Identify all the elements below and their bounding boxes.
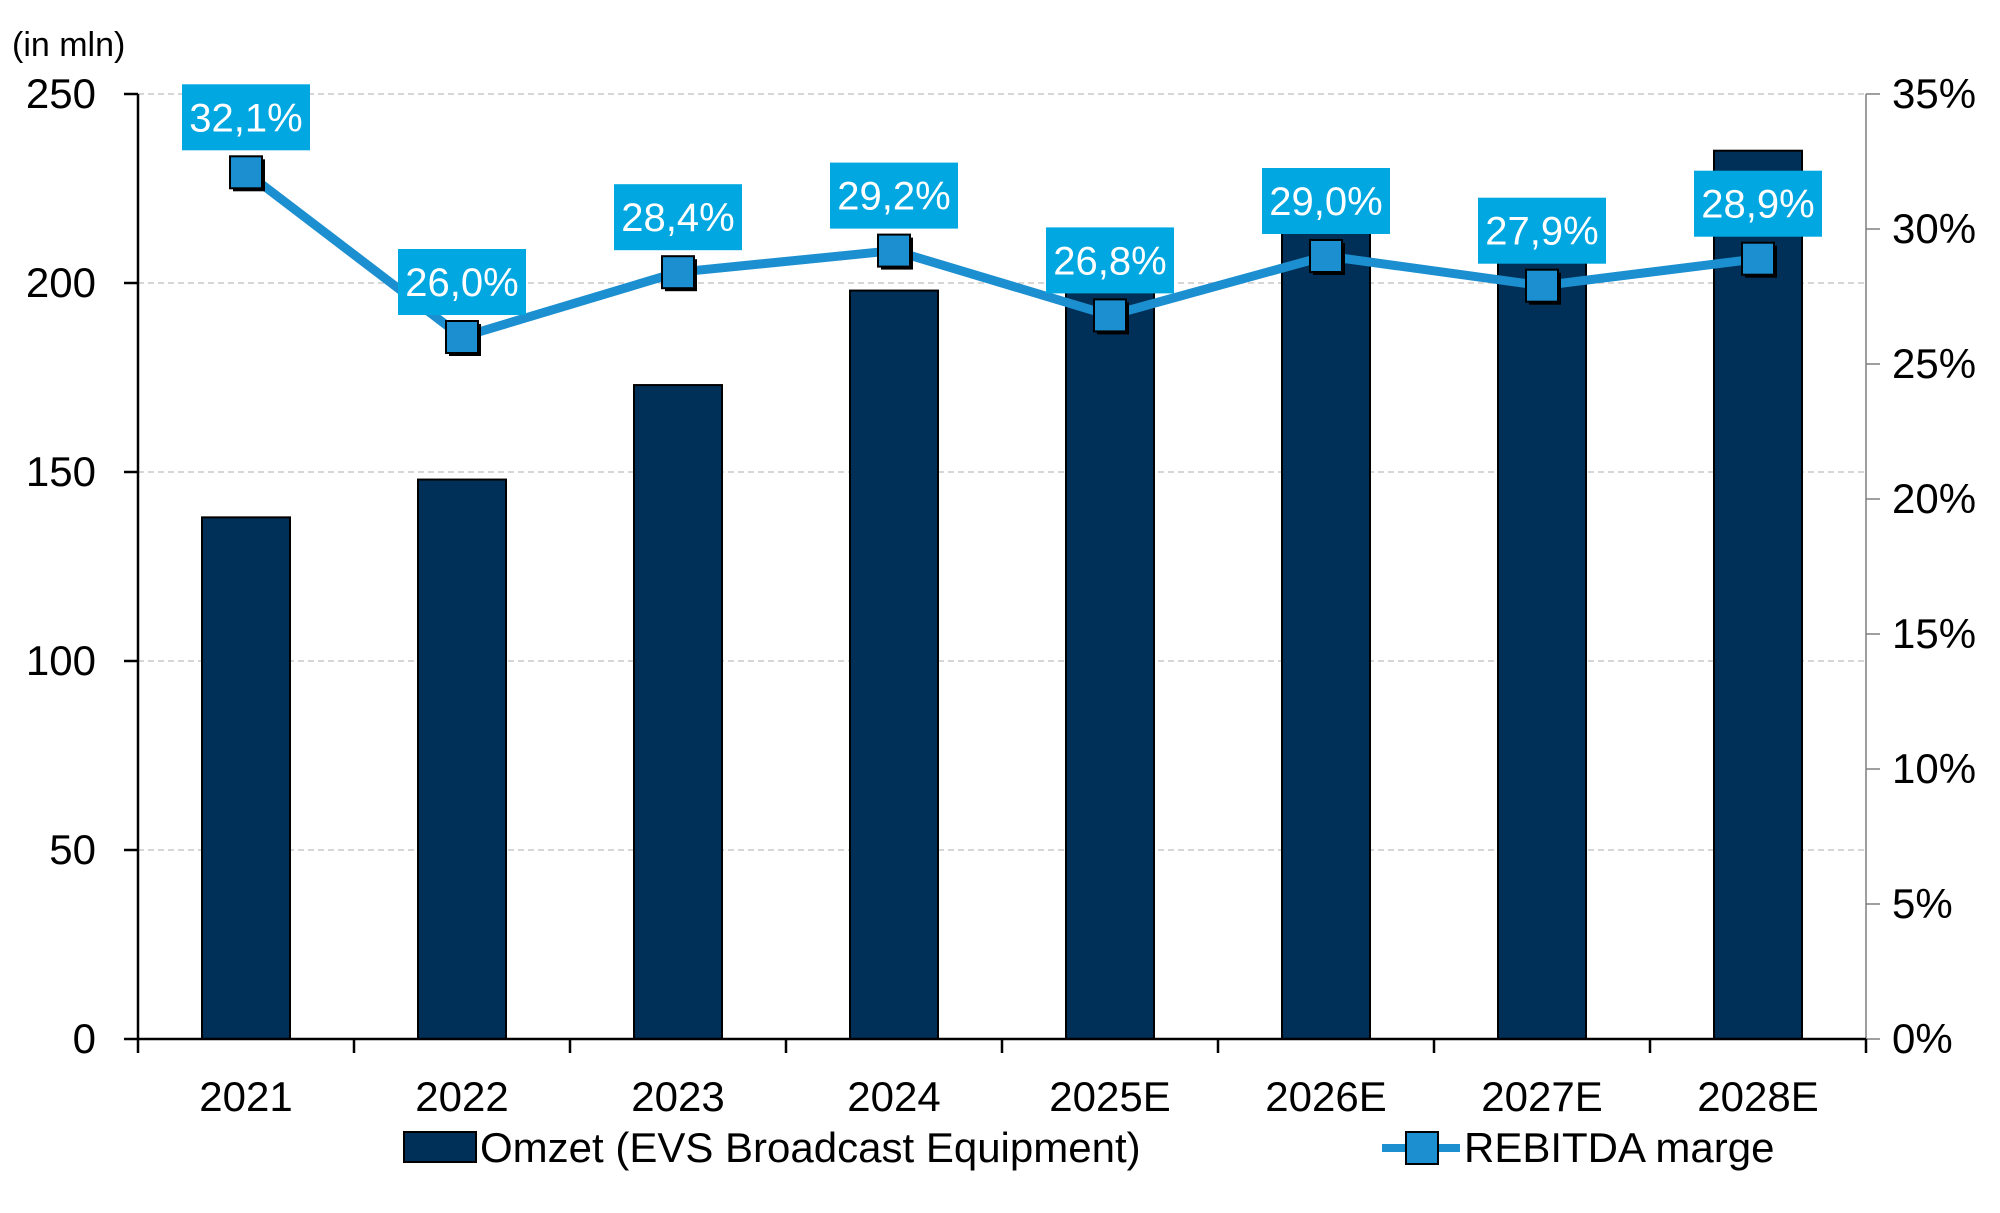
data-label-box: [182, 84, 310, 151]
marker: [1093, 298, 1127, 333]
legend-marker-swatch: [1405, 1131, 1439, 1165]
x-tick-label: 2023: [631, 1073, 724, 1120]
data-label: 29,0%: [1269, 180, 1382, 224]
bar: [1281, 221, 1371, 1040]
y-left-tick-label: 0: [73, 1015, 96, 1062]
data-label: 28,4%: [621, 196, 734, 240]
y-right-tick-label: 10%: [1892, 745, 1976, 792]
data-label-box: [1694, 170, 1822, 237]
y-right-tick-label: 0%: [1892, 1015, 1953, 1062]
bar: [1497, 255, 1587, 1041]
y-right-tick-label: 35%: [1892, 70, 1976, 117]
legend: Omzet (EVS Broadcast Equipment) REBITDA m…: [403, 1124, 1774, 1171]
y-left-tick-label: 250: [26, 70, 96, 117]
data-label-box: [398, 249, 526, 315]
y-right-tick-label: 20%: [1892, 475, 1976, 522]
marker: [1309, 239, 1343, 273]
y-right-tick-label: 30%: [1892, 205, 1976, 252]
data-label: 32,1%: [189, 96, 302, 140]
y-left-tick-label: 100: [26, 637, 96, 684]
legend-label-line: REBITDA marge: [1464, 1124, 1774, 1171]
x-tick-label: 2021: [199, 1073, 292, 1120]
y-right-tick-label: 25%: [1892, 340, 1976, 387]
data-label-box: [614, 184, 742, 251]
x-tick-label: 2026E: [1265, 1073, 1386, 1120]
line-series: [229, 155, 1777, 356]
bar-series: [201, 149, 1803, 1041]
data-label: 28,9%: [1701, 183, 1814, 227]
data-labels: 32,1% 26,0% 28,4% 29,2% 26,8% 29,0% 27,9% 28,9%: [182, 84, 1822, 315]
bar: [1713, 149, 1803, 1040]
legend-label-bar: Omzet (EVS Broadcast Equipment): [480, 1124, 1141, 1171]
y-axis-unit-label: (in mln): [12, 26, 125, 64]
data-label-box: [1478, 197, 1606, 264]
bar: [1065, 282, 1155, 1040]
data-label: 26,0%: [405, 261, 518, 305]
marker: [1525, 268, 1559, 303]
y-left-tick-label: 200: [26, 259, 96, 306]
bar: [849, 289, 939, 1040]
data-label-box: [1262, 168, 1390, 234]
marker: [661, 255, 695, 290]
data-label: 29,2%: [837, 175, 950, 219]
gridlines: [138, 93, 1866, 851]
x-tick-label: 2022: [415, 1073, 508, 1120]
bar: [633, 384, 723, 1040]
marker: [1741, 241, 1775, 276]
x-tick-label: 2028E: [1697, 1073, 1818, 1120]
data-label-box: [1046, 227, 1174, 294]
axes: 0 50 100 150 200 250 0% 5% 10% 15% 20% 25% 30% 35% 202…: [26, 70, 1976, 1120]
y-right-tick-label: 15%: [1892, 610, 1976, 657]
data-label-box: [830, 162, 958, 229]
y-left-tick-label: 150: [26, 448, 96, 495]
marker: [445, 320, 479, 354]
bar: [201, 516, 291, 1040]
x-tick-label: 2024: [847, 1073, 940, 1120]
series-line: [241, 167, 1763, 342]
y-left-tick-label: 50: [49, 826, 96, 873]
y-right-tick-label: 5%: [1892, 880, 1953, 927]
marker: [877, 233, 911, 268]
legend-bar-swatch: [403, 1131, 477, 1163]
marker: [229, 155, 263, 190]
x-tick-label: 2027E: [1481, 1073, 1602, 1120]
bar: [417, 478, 507, 1040]
data-label: 26,8%: [1053, 239, 1166, 283]
x-tick-label: 2025E: [1049, 1073, 1170, 1120]
data-label: 27,9%: [1485, 210, 1598, 254]
